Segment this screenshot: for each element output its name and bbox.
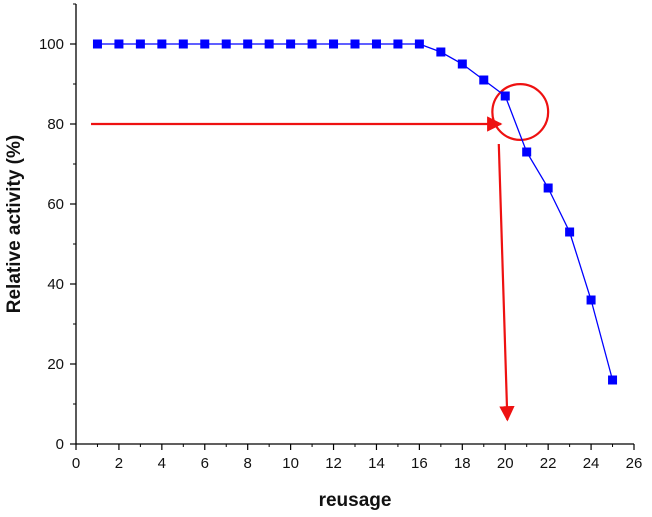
x-tick-label: 10: [282, 455, 299, 472]
x-tick-label: 6: [201, 455, 209, 472]
vertical-arrow: [497, 143, 515, 422]
data-point: [135, 39, 145, 49]
data-point: [479, 75, 489, 85]
x-tick-label: 20: [497, 455, 514, 472]
data-point: [371, 39, 381, 49]
series: [92, 39, 618, 385]
y-tick-label: 0: [56, 436, 64, 453]
highlight-circle: [491, 82, 550, 141]
data-point: [586, 295, 596, 305]
data-point: [543, 183, 553, 193]
x-tick-label: 4: [158, 455, 166, 472]
data-point: [157, 39, 167, 49]
y-tick-label: 40: [47, 276, 64, 293]
x-tick-label: 2: [115, 455, 123, 472]
data-point: [436, 47, 446, 57]
x-tick-label: 12: [325, 455, 342, 472]
data-point: [286, 39, 296, 49]
data-point: [329, 39, 339, 49]
data-point: [565, 227, 575, 237]
x-tick-label: 18: [454, 455, 471, 472]
x-tick-label: 16: [411, 455, 428, 472]
x-tick-label: 8: [244, 455, 252, 472]
data-point: [221, 39, 231, 49]
series-line: [97, 43, 614, 381]
data-point: [350, 39, 360, 49]
y-tick-label: 60: [47, 196, 64, 213]
x-tick-label: 14: [368, 455, 385, 472]
data-point: [500, 91, 510, 101]
data-point: [114, 39, 124, 49]
data-point: [200, 39, 210, 49]
x-axis-title: reusage: [319, 490, 392, 511]
x-tick-label: 26: [626, 455, 643, 472]
data-point: [243, 39, 253, 49]
y-axis-title: Relative activity (%): [4, 135, 25, 313]
data-point: [178, 39, 188, 49]
y-tick-label: 100: [39, 36, 64, 53]
data-point: [92, 39, 102, 49]
y-tick-label: 80: [47, 116, 64, 133]
data-point: [457, 59, 467, 69]
data-point: [307, 39, 317, 49]
x-tick-label: 22: [540, 455, 557, 472]
x-tick-label: 0: [72, 455, 80, 472]
data-point: [522, 147, 532, 157]
data-point: [608, 375, 618, 385]
y-tick-label: 20: [47, 356, 64, 373]
annotations: [91, 82, 550, 422]
data-point: [414, 39, 424, 49]
data-point: [393, 39, 403, 49]
x-tick-label: 24: [583, 455, 600, 472]
data-point: [264, 39, 274, 49]
